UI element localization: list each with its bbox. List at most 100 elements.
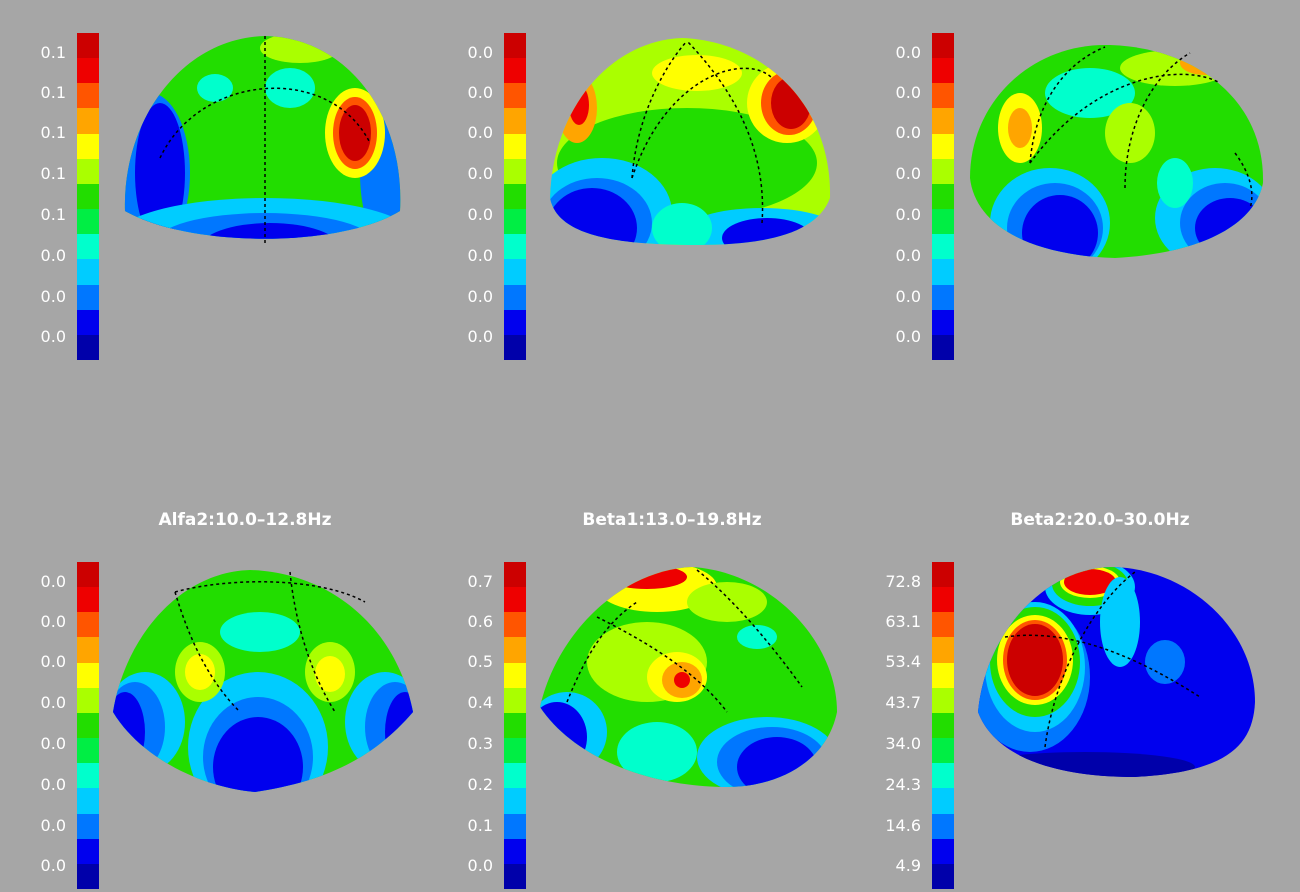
colorbar-tick: 0.1 xyxy=(467,816,493,835)
topomap-panel-alfa2: Alfa2:10.0–12.8Hz 0.0 0.0 0.0 0.0 0.0 0.… xyxy=(0,510,413,892)
colorbar-tick: 0.1 xyxy=(40,43,66,62)
colorbar-tick: 72.8 xyxy=(885,572,921,591)
colorbar-tick: 0.7 xyxy=(467,572,493,591)
colorbar-tick: 0.0 xyxy=(40,327,66,346)
colorbar-segment xyxy=(932,158,954,184)
head-topomap xyxy=(124,36,401,243)
colorbar-segment xyxy=(504,108,526,134)
colorbar-segment xyxy=(932,587,954,613)
colorbar-segment xyxy=(504,309,526,335)
colorbar-segment xyxy=(932,209,954,235)
colorbar-segment xyxy=(932,813,954,839)
head-topomap xyxy=(970,45,1264,258)
colorbar-tick: 0.0 xyxy=(467,164,493,183)
colorbar-segment xyxy=(932,763,954,789)
colorbar-tick: 0.5 xyxy=(467,652,493,671)
topomap-panel-3: 0.0 0.0 0.0 0.0 0.0 0.0 0.0 0.0 xyxy=(855,33,1264,363)
colorbar-tick: 0.0 xyxy=(467,327,493,346)
colorbar-segment xyxy=(504,662,526,688)
colorbar-segment xyxy=(77,712,99,739)
colorbar-tick: 0.1 xyxy=(40,164,66,183)
colorbar-tick: 0.0 xyxy=(895,327,921,346)
colorbar-segment xyxy=(504,712,526,739)
colorbar-segment xyxy=(77,687,99,713)
colorbar-segment xyxy=(504,33,526,59)
colorbar-tick: 0.6 xyxy=(467,612,493,631)
colorbar-segment xyxy=(504,234,526,260)
colorbar-segment xyxy=(504,863,526,890)
colorbar-segment xyxy=(77,259,99,285)
colorbar xyxy=(77,33,99,361)
colorbar-segment xyxy=(504,813,526,839)
colorbar-segment xyxy=(504,209,526,235)
panel-title: Beta2:20.0–30.0Hz xyxy=(1010,510,1190,530)
colorbar-segment xyxy=(932,284,954,310)
topomap-panel-beta2: Beta2:20.0–30.0Hz 72.8 63.1 53.4 43.7 34… xyxy=(855,510,1255,892)
colorbar-tick: 0.0 xyxy=(895,83,921,102)
colorbar-segment xyxy=(932,687,954,713)
colorbar-tick: 43.7 xyxy=(885,693,921,712)
colorbar-segment xyxy=(77,612,99,638)
colorbar-segment xyxy=(77,209,99,235)
colorbar-tick: 0.0 xyxy=(895,246,921,265)
colorbar-segment xyxy=(77,158,99,184)
colorbar-tick: 0.0 xyxy=(40,287,66,306)
colorbar-segment xyxy=(504,687,526,713)
colorbar-segment xyxy=(932,334,954,361)
colorbar-segment xyxy=(77,83,99,109)
colorbar-segment xyxy=(932,234,954,260)
colorbar-tick: 0.0 xyxy=(895,287,921,306)
colorbar-segment xyxy=(504,83,526,109)
colorbar-segment xyxy=(932,788,954,814)
colorbar-tick: 0.0 xyxy=(40,246,66,265)
colorbar-segment xyxy=(504,58,526,84)
colorbar-tick: 0.0 xyxy=(40,816,66,835)
colorbar-tick: 0.2 xyxy=(467,775,493,794)
colorbar-segment xyxy=(504,158,526,184)
colorbar-tick: 0.1 xyxy=(40,123,66,142)
colorbar-segment xyxy=(932,662,954,688)
colorbar-segment xyxy=(77,133,99,159)
colorbar-segment xyxy=(932,637,954,663)
colorbar-segment xyxy=(77,813,99,839)
colorbar-segment xyxy=(77,108,99,134)
topomap-panel-1: 0.1 0.1 0.1 0.1 0.1 0.0 0.0 0.0 xyxy=(0,33,401,363)
colorbar-segment xyxy=(504,763,526,789)
colorbar-segment xyxy=(77,33,99,59)
colorbar-tick: 0.1 xyxy=(40,205,66,224)
colorbar-tick: 0.0 xyxy=(467,123,493,142)
colorbar-tick: 24.3 xyxy=(885,775,921,794)
colorbar-tick: 0.0 xyxy=(467,856,493,875)
colorbar-segment xyxy=(932,309,954,335)
colorbar-segment xyxy=(77,183,99,210)
colorbar-segment xyxy=(77,587,99,613)
colorbar-segment xyxy=(77,788,99,814)
colorbar-segment xyxy=(932,863,954,890)
colorbar-tick: 0.4 xyxy=(467,693,493,712)
colorbar-segment xyxy=(77,637,99,663)
colorbar-segment xyxy=(932,58,954,84)
colorbar-segment xyxy=(77,562,99,588)
colorbar-segment xyxy=(504,183,526,210)
colorbar xyxy=(932,562,954,890)
colorbar-segment xyxy=(932,562,954,588)
head-topomap xyxy=(540,567,837,787)
colorbar-segment xyxy=(77,234,99,260)
colorbar-segment xyxy=(77,309,99,335)
colorbar-segment xyxy=(932,183,954,210)
colorbar-segment xyxy=(77,58,99,84)
colorbar xyxy=(504,562,526,890)
colorbar-tick: 0.0 xyxy=(895,164,921,183)
colorbar-segment xyxy=(77,284,99,310)
colorbar-segment xyxy=(932,33,954,59)
colorbar-tick: 34.0 xyxy=(885,734,921,753)
colorbar-tick: 0.0 xyxy=(40,734,66,753)
colorbar-tick: 0.0 xyxy=(467,246,493,265)
colorbar-segment xyxy=(504,738,526,764)
colorbar-tick: 0.0 xyxy=(40,612,66,631)
colorbar-tick: 0.0 xyxy=(467,287,493,306)
colorbar-segment xyxy=(932,83,954,109)
colorbar-segment xyxy=(504,259,526,285)
colorbar-segment xyxy=(504,637,526,663)
colorbar xyxy=(932,33,954,361)
